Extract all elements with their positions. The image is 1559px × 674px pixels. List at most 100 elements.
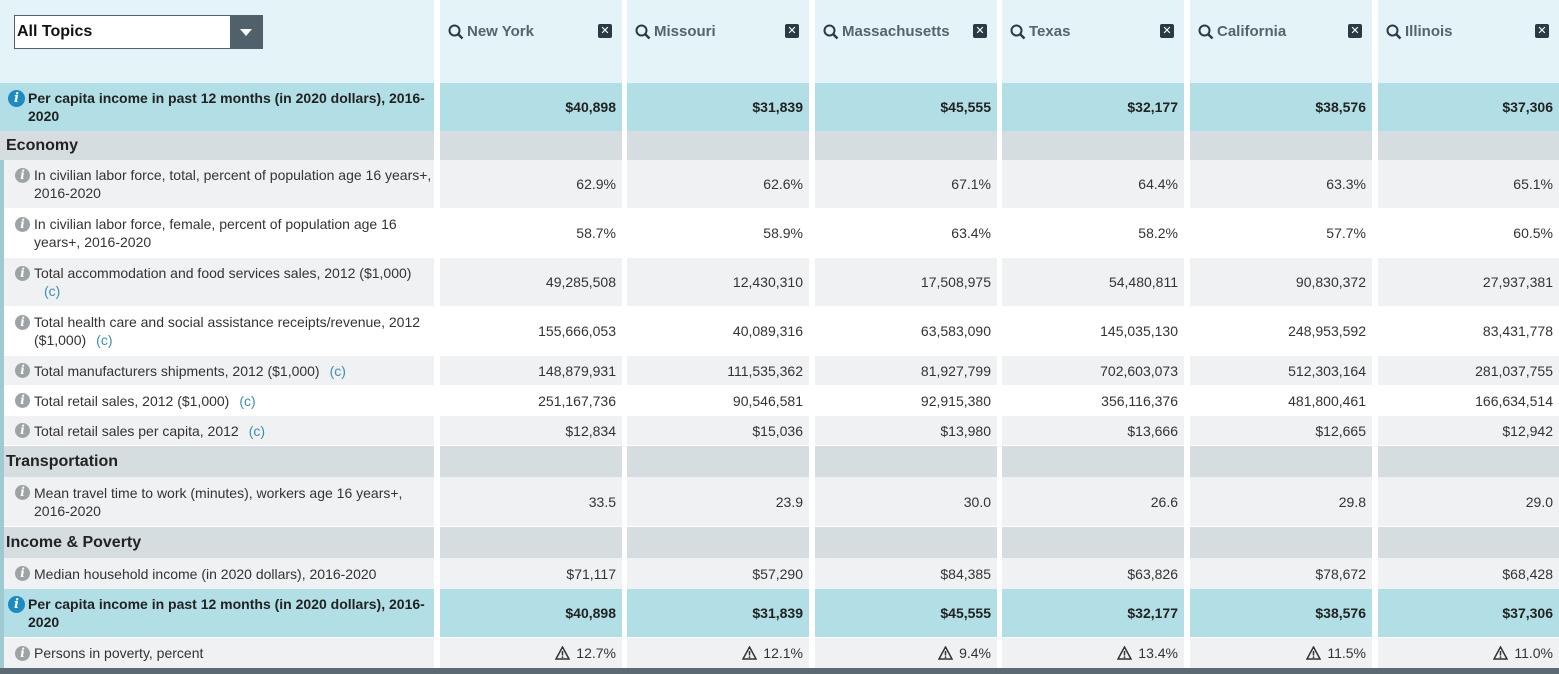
state-name-label: California (1217, 23, 1287, 40)
value-cell: 33.5 (440, 477, 622, 526)
state-name[interactable]: Illinois (1386, 23, 1453, 40)
close-icon[interactable]: ✕ (785, 24, 799, 38)
value-cell: $71,117 (440, 558, 622, 589)
table-row: i Per capita income in past 12 months (in… (0, 589, 1559, 637)
close-icon[interactable]: ✕ (598, 24, 612, 38)
footnote-link[interactable]: (c) (44, 283, 61, 299)
info-icon[interactable]: i (15, 315, 30, 330)
section-cell (440, 527, 622, 558)
footnote-link[interactable]: (c) (96, 332, 113, 348)
value-cell: $78,672 (1190, 558, 1372, 589)
section-row: Income & Poverty (0, 527, 1559, 558)
value-cell: 65.1% (1378, 160, 1559, 208)
value-cell: $31,839 (627, 589, 809, 637)
topic-header-cell: All Topics (0, 0, 434, 83)
search-icon (1386, 24, 1402, 39)
section-cell (1190, 446, 1372, 477)
section-cell (1190, 131, 1372, 160)
footnote-link[interactable]: (c) (248, 422, 266, 439)
info-icon[interactable]: i (15, 363, 30, 378)
state-name[interactable]: Missouri (635, 23, 716, 40)
info-icon[interactable]: i (8, 596, 25, 613)
warning-icon[interactable] (1306, 646, 1322, 660)
state-name-label: Illinois (1405, 23, 1453, 40)
section-cell (1378, 446, 1559, 477)
value-cell: $68,428 (1378, 558, 1559, 589)
value-cell: $12,942 (1378, 416, 1559, 445)
topic-select[interactable]: All Topics (14, 15, 263, 49)
footnote-link[interactable]: (c) (329, 362, 346, 379)
table-row: i Persons in poverty, percent 12.7% 12.1% 9.… (0, 638, 1559, 668)
value-cell: $45,555 (815, 589, 997, 637)
row-label: i Per capita income in past 12 months (in… (0, 589, 434, 637)
value-cell: 145,035,130 (1002, 307, 1184, 355)
state-name[interactable]: Massachusetts (823, 23, 950, 40)
state-name-label: Texas (1029, 23, 1071, 40)
row-accent-border (0, 160, 4, 668)
section-cell (627, 446, 809, 477)
warning-icon[interactable] (742, 646, 758, 660)
close-icon[interactable]: ✕ (1348, 24, 1362, 38)
close-icon[interactable]: ✕ (1535, 24, 1549, 38)
value-cell: 11.5% (1190, 638, 1372, 668)
value-cell: 57.7% (1190, 209, 1372, 257)
chevron-down-icon[interactable] (230, 16, 262, 48)
value-cell: 62.9% (440, 160, 622, 208)
value-cell: $37,306 (1378, 83, 1559, 131)
state-name[interactable]: California (1198, 23, 1286, 40)
section-cell (1002, 131, 1184, 160)
section-cell (1002, 527, 1184, 558)
section-cell (1190, 527, 1372, 558)
footnote-link[interactable]: (c) (239, 392, 256, 409)
value-cell: 702,603,073 (1002, 356, 1184, 385)
warning-icon[interactable] (555, 646, 571, 660)
value-cell: 67.1% (815, 160, 997, 208)
value-cell: 9.4% (815, 638, 997, 668)
value-cell: 63.3% (1190, 160, 1372, 208)
state-header-missouri: Missouri ✕ (627, 0, 809, 83)
row-label: i Total manufacturers shipments, 2012 ($1… (0, 356, 434, 385)
bottom-scrollbar[interactable] (0, 668, 1559, 674)
value-cell: 481,800,461 (1190, 386, 1372, 415)
info-icon[interactable]: i (15, 217, 30, 232)
value-cell: 111,535,362 (627, 356, 809, 385)
value-cell: 11.0% (1378, 638, 1559, 668)
table-row: i In civilian labor force, total, percent… (0, 160, 1559, 208)
info-icon[interactable]: i (15, 168, 30, 183)
value-cell: 30.0 (815, 477, 997, 526)
info-icon[interactable]: i (15, 423, 30, 438)
info-icon[interactable]: i (8, 90, 25, 107)
value-cell: 40,089,316 (627, 307, 809, 355)
state-name-label: New York (467, 23, 534, 40)
row-label: i In civilian labor force, female, percen… (0, 209, 434, 257)
value-cell: 356,116,376 (1002, 386, 1184, 415)
value-cell: 155,666,053 (440, 307, 622, 355)
table-row: i In civilian labor force, female, percen… (0, 209, 1559, 257)
warning-icon[interactable] (1117, 646, 1133, 660)
value-cell: 23.9 (627, 477, 809, 526)
close-icon[interactable]: ✕ (1160, 24, 1174, 38)
value-cell: $57,290 (627, 558, 809, 589)
warning-icon[interactable] (1493, 646, 1509, 660)
close-icon[interactable]: ✕ (973, 24, 987, 38)
info-icon[interactable]: i (15, 485, 30, 500)
info-icon[interactable]: i (15, 646, 30, 661)
value-cell: 58.7% (440, 209, 622, 257)
info-icon[interactable]: i (15, 393, 30, 408)
row-label: i Median household income (in 2020 dollar… (0, 558, 434, 589)
table-row: i Total retail sales, 2012 ($1,000) (c) 251… (0, 386, 1559, 415)
warning-icon[interactable] (938, 646, 954, 660)
state-name-label: Missouri (654, 23, 716, 40)
value-cell: 90,830,372 (1190, 258, 1372, 306)
value-cell: $31,839 (627, 83, 809, 131)
section-cell (815, 527, 997, 558)
info-icon[interactable]: i (15, 566, 30, 581)
state-name[interactable]: Texas (1010, 23, 1070, 40)
state-name[interactable]: New York (448, 23, 534, 40)
value-cell: $13,980 (815, 416, 997, 445)
table-row: i Per capita income in past 12 months (in… (0, 83, 1559, 131)
info-icon[interactable]: i (15, 266, 30, 281)
value-cell: $13,666 (1002, 416, 1184, 445)
state-header-new-york: New York ✕ (440, 0, 622, 83)
section-cell (1378, 527, 1559, 558)
